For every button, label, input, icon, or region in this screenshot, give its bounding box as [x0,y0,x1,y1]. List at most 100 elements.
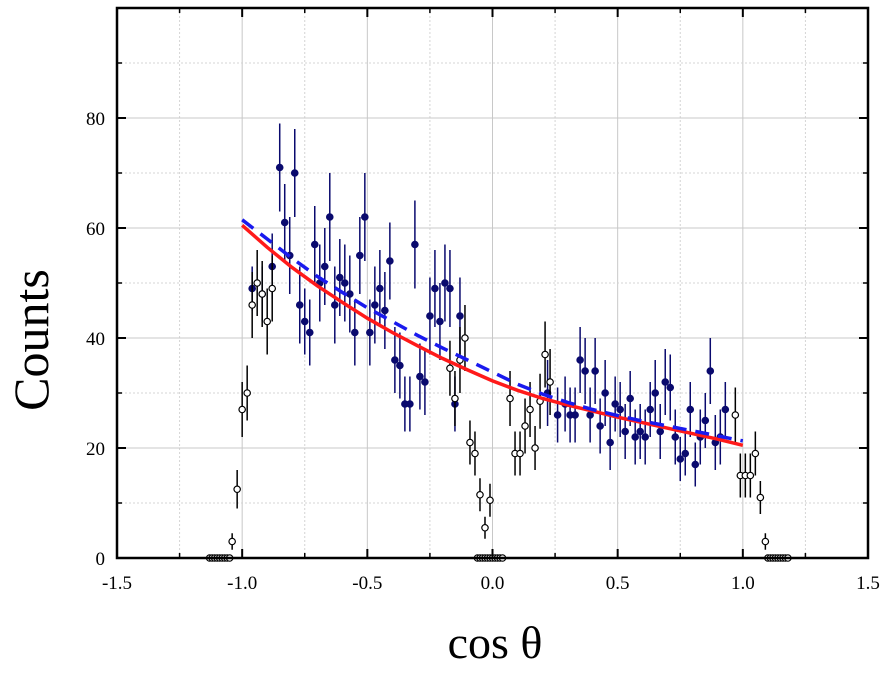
fit-curves [241,218,744,448]
data-point-filled [381,272,389,349]
point-marker [471,449,479,458]
data-point-open [253,250,261,316]
point-marker [325,213,334,221]
point-marker [651,389,660,397]
x-axis-title: cos θ [448,617,543,668]
fit-curve-dashed [241,218,744,443]
point-marker [446,364,454,373]
y-tick-label: 20 [86,439,105,460]
point-marker [381,306,389,315]
x-tick-label: -1.0 [227,573,257,594]
point-marker [616,405,624,414]
data-point-filled [411,200,419,289]
point-marker [571,411,579,419]
data-point-filled [371,266,379,344]
data-point-open [751,431,760,476]
data-point-filled [386,222,394,300]
data-point-filled [581,338,589,404]
point-marker [731,411,740,419]
point-marker [305,328,314,337]
point-marker [611,400,619,408]
data-point-open [238,382,246,437]
data-points [205,123,792,562]
data-point-open [516,431,524,476]
point-marker [476,490,484,499]
point-marker [546,378,554,386]
data-point-filled [666,354,675,421]
point-marker [310,240,319,249]
data-point-filled [596,398,604,454]
data-point-open [258,261,266,327]
data-point-filled [656,404,665,459]
data-point-filled [641,409,650,465]
point-marker [621,427,629,436]
data-point-open [531,426,539,470]
data-point-filled [416,343,424,410]
data-point-filled [366,299,374,366]
data-point-filled [701,393,710,448]
data-point-open [481,516,489,539]
data-point-open [466,420,474,465]
point-marker [596,422,604,430]
data-point-filled [396,332,404,399]
point-marker [646,405,655,414]
point-marker [300,317,309,326]
grid-lines [116,8,869,558]
data-point-filled [305,299,314,366]
point-marker [466,438,474,447]
data-point-open [476,478,484,512]
data-point-open [233,470,241,509]
point-marker [233,485,241,494]
data-point-open [756,481,765,514]
point-marker [275,163,284,172]
data-point-filled [325,173,334,261]
point-marker [456,312,464,320]
point-marker [441,279,449,287]
point-marker [541,350,549,359]
point-marker [681,449,690,458]
point-marker [263,317,272,326]
point-marker [746,471,755,480]
point-marker [581,367,589,375]
y-tick-label: 60 [86,219,105,240]
data-point-filled [611,376,619,432]
data-point-filled [330,266,339,344]
data-point-open [263,288,272,355]
point-marker [626,394,634,403]
data-point-filled [280,184,289,261]
point-marker [446,284,454,293]
data-point-open [506,371,514,426]
data-point-filled [295,266,304,344]
x-tick-label: -1.5 [102,573,132,594]
data-point-open [536,373,544,429]
point-marker [371,301,379,309]
point-marker [248,301,256,309]
point-marker [406,400,414,408]
data-point-filled [646,382,655,437]
x-tick-label: 1.5 [856,573,880,594]
x-tick-label: 0.5 [606,573,630,594]
point-marker [666,383,675,392]
data-point-filled [391,327,399,393]
x-tick-label: 1.0 [731,573,755,594]
data-point-filled [421,349,429,415]
data-point-filled [681,431,690,476]
data-point-open [243,365,251,421]
data-point-filled [300,288,309,355]
data-point-filled [310,206,319,283]
point-marker [361,213,369,221]
data-point-filled [651,360,660,426]
point-marker [396,361,404,370]
point-marker [686,405,695,414]
point-marker [356,251,364,260]
point-marker [486,496,494,505]
point-marker [253,279,261,287]
point-marker [461,334,469,342]
point-marker [761,537,770,546]
point-marker [641,433,650,441]
data-point-filled [706,338,715,404]
point-marker [661,378,670,386]
point-marker [506,394,514,403]
point-marker [228,537,236,546]
data-point-filled [431,250,439,327]
